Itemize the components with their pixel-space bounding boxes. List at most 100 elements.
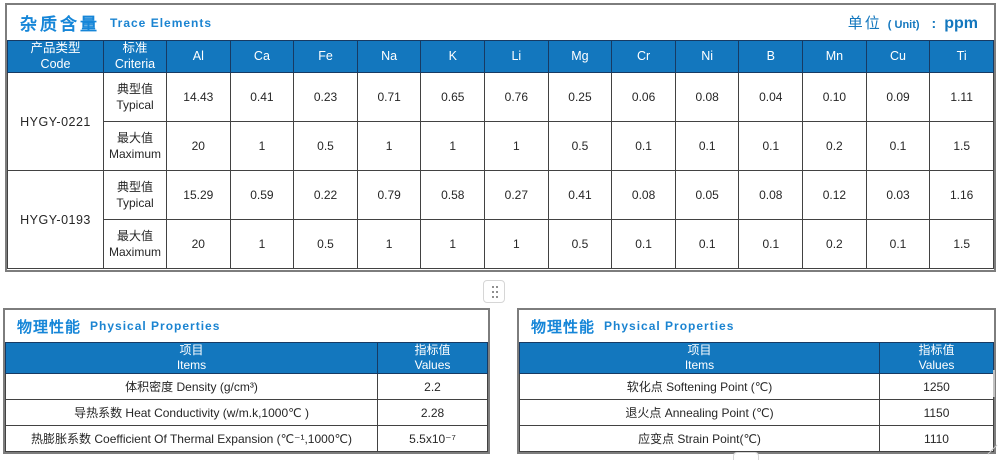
- value-cell-k: 1: [420, 219, 486, 270]
- section-drag-handle[interactable]: [483, 280, 505, 303]
- value-cell-k: 0.65: [420, 72, 486, 123]
- value-cell-cr: 0.06: [611, 72, 676, 123]
- trace-section-titlebar: 杂质含量 Trace Elements 单位 ( Unit) : ppm: [7, 5, 994, 40]
- phys-left-title-en: Physical Properties: [90, 319, 221, 333]
- unit-label-en: ( Unit): [887, 19, 920, 31]
- property-row: 软化点 Softening Point (℃) 1250: [519, 373, 994, 400]
- section-drag-handle-bottom[interactable]: [733, 452, 759, 460]
- value-cell-k: 1: [420, 121, 486, 172]
- criteria-zh: 最大值: [116, 131, 153, 146]
- property-value-cell: 5.5x10⁻⁷: [377, 425, 488, 452]
- value-cell-na: 0.71: [356, 72, 422, 123]
- column-header-al: Al: [166, 39, 231, 74]
- property-value-cell: 1150: [879, 399, 994, 426]
- value-cell-fe: 0.22: [293, 170, 358, 221]
- trace-row: 最大值 Maximum 20 1 0.5 1 1 1 0.5 0.1 0.1 0.1 0.2 0.1 1.5: [8, 219, 994, 270]
- value-cell-b: 0.08: [738, 170, 804, 221]
- column-header-k: K: [420, 39, 486, 74]
- column-header-na: Na: [356, 39, 422, 74]
- value-cell-al: 15.29: [166, 170, 231, 221]
- criteria-cell: 最大值 Maximum: [103, 121, 167, 172]
- column-header-mn: Mn: [802, 39, 867, 74]
- value-cell-ca: 1: [229, 219, 295, 270]
- column-header-b: B: [738, 39, 804, 74]
- column-header-cu: Cu: [865, 39, 931, 74]
- property-value-cell: 2.28: [377, 399, 488, 426]
- value-cell-ni: 0.05: [674, 170, 740, 221]
- trace-elements-section: 杂质含量 Trace Elements 单位 ( Unit) : ppm 产品类…: [5, 3, 996, 272]
- column-header-code-en: Code: [40, 56, 71, 71]
- value-cell-mg: 0.5: [547, 219, 613, 270]
- criteria-zh: 最大值: [116, 229, 153, 244]
- scrollbar-thumb[interactable]: [993, 370, 995, 397]
- physical-properties-table-left: 项目 Items 指标值 Values 体积密度 Density (g/cm³)…: [5, 342, 488, 452]
- column-header-fe: Fe: [293, 39, 358, 74]
- value-cell-al: 14.43: [166, 72, 231, 123]
- unit-value: ppm: [944, 15, 978, 32]
- column-header-items: 项目 Items: [519, 342, 880, 374]
- drag-dots-icon: [492, 286, 494, 288]
- value-cell-mg: 0.41: [547, 170, 613, 221]
- column-header-items-zh: 项目: [687, 343, 712, 357]
- value-cell-cu: 0.1: [865, 121, 931, 172]
- property-value-cell: 1110: [879, 425, 994, 452]
- trace-title-zh: 杂质含量: [20, 15, 100, 34]
- trace-elements-table: 产品类型 Code 标准 Criteria Al Ca Fe Na K Li Mg Cr Ni B…: [7, 39, 994, 270]
- value-cell-al: 20: [166, 219, 231, 270]
- value-cell-mn: 0.2: [802, 219, 867, 270]
- column-header-values-zh: 指标值: [918, 343, 955, 357]
- unit-label: 单位 ( Unit) : ppm: [848, 12, 978, 33]
- value-cell-cr: 0.1: [611, 121, 676, 172]
- column-header-mg: Mg: [547, 39, 613, 74]
- column-header-items-en: Items: [176, 358, 207, 372]
- value-cell-cr: 0.1: [611, 219, 676, 270]
- column-header-ni: Ni: [674, 39, 740, 74]
- trace-title-en: Trace Elements: [110, 15, 213, 30]
- phys-right-title-en: Physical Properties: [604, 319, 735, 333]
- value-cell-mn: 0.2: [802, 121, 867, 172]
- column-header-criteria: 标准 Criteria: [103, 39, 167, 74]
- trace-row: HYGY-0221 典型值 Typical 14.43 0.41 0.23 0.71 0.65…: [7, 72, 994, 172]
- phys-right-title-zh: 物理性能: [531, 318, 596, 336]
- criteria-en: Typical: [116, 98, 154, 113]
- trace-row: 最大值 Maximum 20 1 0.5 1 1 1 0.5 0.1 0.1 0.1 0.2 0.1 1.5: [8, 121, 994, 172]
- property-item-cell: 应变点 Strain Point(℃): [519, 425, 880, 452]
- value-cell-li: 0.27: [484, 170, 549, 221]
- property-item-cell: 体积密度 Density (g/cm³): [5, 373, 378, 400]
- phys-left-titlebar: 物理性能 Physical Properties: [5, 310, 488, 342]
- property-row: 退火点 Annealing Point (℃) 1150: [519, 399, 994, 426]
- value-cell-fe: 0.5: [293, 121, 358, 172]
- column-header-values-en: Values: [414, 358, 451, 372]
- value-cell-b: 0.1: [738, 219, 804, 270]
- criteria-en: Maximum: [108, 147, 161, 162]
- phys-left-header-row: 项目 Items 指标值 Values: [5, 342, 488, 374]
- property-item-cell: 软化点 Softening Point (℃): [519, 373, 880, 400]
- column-header-items-zh: 项目: [179, 343, 204, 357]
- criteria-cell: 最大值 Maximum: [103, 219, 167, 270]
- unit-label-zh: 单位: [847, 15, 882, 32]
- column-header-criteria-en: Criteria: [114, 56, 156, 71]
- property-item-cell: 退火点 Annealing Point (℃): [519, 399, 880, 426]
- physical-properties-table-right: 项目 Items 指标值 Values 软化点 Softening Point …: [519, 342, 994, 452]
- value-cell-na: 1: [356, 219, 422, 270]
- value-cell-ni: 0.08: [674, 72, 740, 123]
- value-cell-ti: 1.16: [929, 170, 994, 221]
- value-cell-mg: 0.5: [547, 121, 613, 172]
- phys-right-titlebar: 物理性能 Physical Properties: [519, 310, 994, 342]
- value-cell-b: 0.1: [738, 121, 804, 172]
- property-item-cell: 热膨胀系数 Coefficient Of Thermal Expansion (…: [5, 425, 378, 452]
- phys-right-header-row: 项目 Items 指标值 Values: [519, 342, 994, 374]
- column-header-ca: Ca: [229, 39, 295, 74]
- value-cell-k: 0.58: [420, 170, 486, 221]
- column-header-criteria-zh: 标准: [122, 41, 148, 55]
- value-cell-ca: 0.59: [229, 170, 295, 221]
- value-cell-li: 1: [484, 219, 549, 270]
- criteria-cell: 典型值 Typical: [103, 170, 167, 221]
- column-header-items-en: Items: [684, 358, 715, 372]
- property-row: 热膨胀系数 Coefficient Of Thermal Expansion (…: [5, 425, 488, 452]
- property-row: 体积密度 Density (g/cm³) 2.2: [5, 373, 488, 400]
- criteria-en: Typical: [116, 196, 154, 211]
- column-header-li: Li: [484, 39, 549, 74]
- criteria-en: Maximum: [108, 245, 161, 260]
- column-header-values-zh: 指标值: [414, 343, 451, 357]
